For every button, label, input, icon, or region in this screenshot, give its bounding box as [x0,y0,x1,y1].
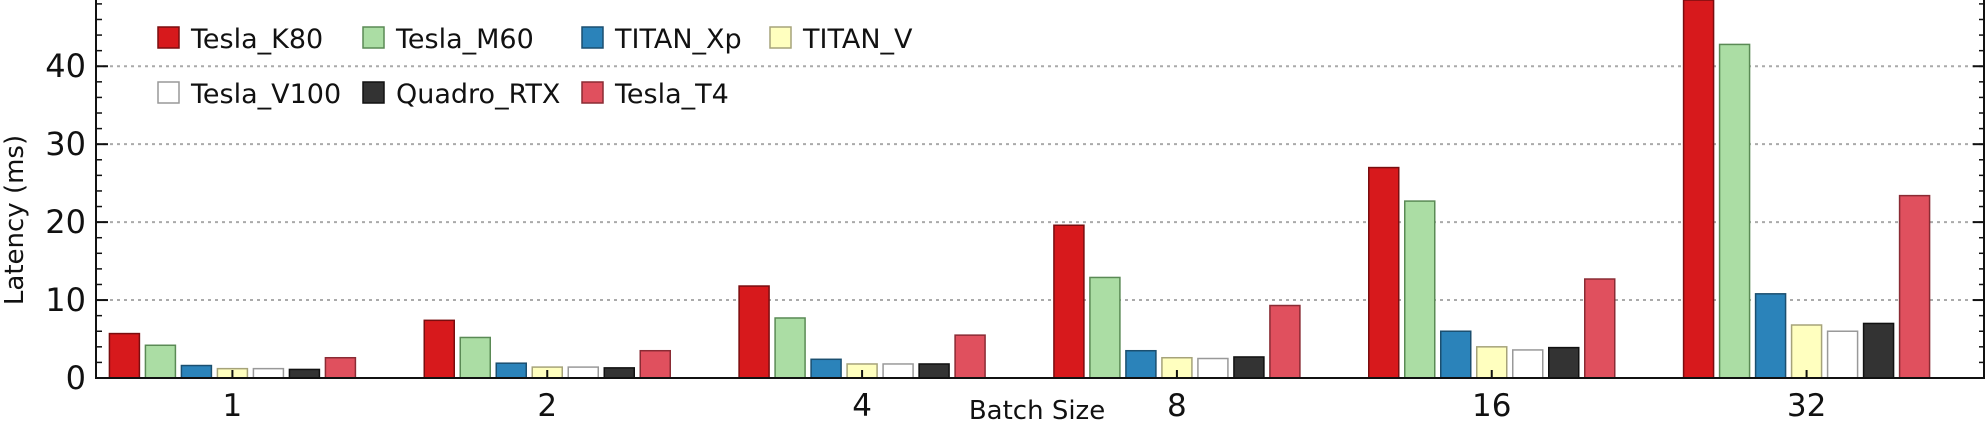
x-tick-label: 2 [537,388,557,424]
bar-tesla_t4-batch-2 [639,349,671,379]
legend-item-quadro_rtx: Quadro_RTX [362,79,560,110]
x-tick-label: 4 [852,388,872,424]
y-tick-label: 30 [45,125,86,163]
legend-item-tesla_k80: Tesla_K80 [157,24,323,55]
legend: Tesla_K80 Tesla_M60 TITAN_Xp TITAN_V Tesla_V… [157,24,913,110]
bar-tesla_v100-batch-1 [252,367,285,379]
y-tick-label: 0 [66,359,86,397]
bar-tesla_m60-batch-8 [1089,276,1121,379]
legend-label: TITAN_Xp [614,24,742,55]
bar-titan_xp-batch-32 [1754,293,1787,379]
legend-item-tesla_t4: Tesla_T4 [581,79,729,110]
bar-tesla_t4-batch-4 [954,334,986,379]
x-axis-ticks: 1 2 4 8 16 32 [223,370,1826,424]
bar-titan_xp-batch-1 [180,364,213,379]
bar-titan_xp-batch-16 [1440,330,1472,379]
x-tick-label: 16 [1472,388,1511,424]
legend-item-titan_v: TITAN_V [769,24,913,55]
legend-swatch [362,81,385,104]
y-axis-ticks: 0 10 20 30 40 [45,3,1985,397]
bar-quadro_rtx-batch-16 [1548,346,1580,379]
bar-tesla_k80-batch-2 [423,319,455,379]
bar-tesla_k80-batch-32 [1682,0,1715,379]
legend-swatch [362,26,385,49]
bar-tesla_v100-batch-2 [567,366,599,379]
bar-tesla_t4-batch-32 [1898,194,1931,379]
bar-tesla_t4-batch-1 [324,356,357,379]
bar-tesla_k80-batch-1 [108,332,141,379]
legend-swatch [581,81,604,104]
legend-swatch [581,26,604,49]
legend-item-tesla_m60: Tesla_M60 [362,24,534,55]
bar-tesla_k80-batch-4 [738,285,770,379]
y-tick-label: 10 [45,281,86,319]
bar-tesla_m60-batch-16 [1404,200,1436,379]
bar-quadro_rtx-batch-8 [1233,356,1265,379]
x-tick-label: 8 [1167,388,1187,424]
bar-quadro_rtx-batch-4 [918,363,950,379]
bar-tesla_m60-batch-4 [774,317,806,379]
legend-label: Tesla_K80 [190,24,323,55]
bar-tesla_t4-batch-8 [1269,304,1301,379]
x-tick-label: 32 [1787,388,1826,424]
bar-tesla_v100-batch-16 [1512,349,1544,379]
y-tick-label: 40 [45,47,86,85]
legend-swatch [769,26,792,49]
legend-swatch [157,81,180,104]
bars [108,0,1931,379]
bar-titan_v-batch-32 [1790,324,1823,379]
bar-tesla_k80-batch-16 [1368,166,1400,379]
bar-tesla_m60-batch-32 [1718,43,1751,379]
bar-quadro_rtx-batch-1 [288,368,321,379]
legend-item-tesla_v100: Tesla_V100 [157,79,341,110]
bar-tesla_m60-batch-2 [459,336,491,379]
bar-titan_xp-batch-2 [495,362,527,379]
y-axis-title: Latency (ms) [0,135,30,305]
plot-frame [95,0,1985,379]
y-tick-label: 20 [45,203,86,241]
bar-tesla_v100-batch-32 [1826,330,1859,379]
legend-item-titan_xp: TITAN_Xp [581,24,742,55]
bar-quadro_rtx-batch-2 [603,367,635,379]
bar-tesla_m60-batch-1 [144,344,177,379]
legend-swatch [157,26,180,49]
bar-tesla_v100-batch-8 [1197,357,1229,379]
x-axis-title: Batch Size [969,396,1105,426]
legend-label: TITAN_V [802,24,913,55]
bar-tesla_v100-batch-4 [882,363,914,379]
x-tick-label: 1 [223,388,243,424]
bar-tesla_k80-batch-8 [1053,224,1085,379]
bar-quadro_rtx-batch-32 [1862,322,1895,379]
bar-titan_xp-batch-8 [1125,349,1157,379]
legend-label: Tesla_T4 [614,79,729,110]
bar-titan_xp-batch-4 [810,358,842,379]
legend-label: Quadro_RTX [396,79,560,110]
legend-label: Tesla_M60 [395,24,534,55]
bar-tesla_t4-batch-16 [1584,278,1616,379]
legend-label: Tesla_V100 [190,79,341,110]
